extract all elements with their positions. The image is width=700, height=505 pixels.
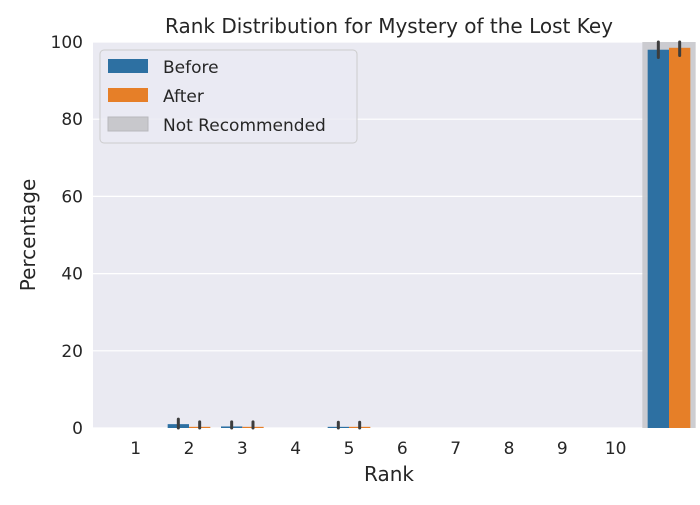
y-tick-label: 20 [61, 342, 83, 362]
x-tick-label: 5 [344, 439, 355, 459]
legend-label-not-recommended: Not Recommended [163, 116, 326, 136]
y-tick-label: 0 [72, 419, 83, 439]
chart-title: Rank Distribution for Mystery of the Los… [165, 14, 613, 38]
legend-label-after: After [163, 87, 204, 107]
y-tick-label: 100 [51, 33, 83, 53]
x-axis-label: Rank [364, 462, 414, 486]
legend-swatch-after [108, 88, 148, 102]
x-tick-label: 6 [397, 439, 408, 459]
bar-after-extra [669, 47, 691, 428]
bar-before-extra [647, 49, 669, 428]
x-tick-label: 1 [130, 439, 141, 459]
x-tick-label: 9 [557, 439, 568, 459]
x-tick-label: 7 [450, 439, 461, 459]
x-tick-label: 3 [237, 439, 248, 459]
x-axis-ticks: 1 2 3 4 5 6 7 8 9 10 [130, 439, 626, 459]
y-tick-label: 80 [61, 110, 83, 130]
legend-swatch-not-recommended [107, 116, 149, 132]
x-tick-label: 10 [605, 439, 627, 459]
legend: Before After Not Recommended [99, 49, 358, 144]
y-axis-label: Percentage [16, 179, 40, 292]
y-tick-label: 60 [61, 187, 83, 207]
legend-swatch-before [108, 59, 148, 73]
legend-frame [99, 49, 358, 144]
x-tick-label: 4 [290, 439, 301, 459]
x-tick-label: 2 [184, 439, 195, 459]
y-axis-ticks: 0 20 40 60 80 100 [51, 33, 83, 439]
y-tick-label: 40 [61, 265, 83, 285]
legend-label-before: Before [163, 58, 219, 78]
error-bars [176, 40, 682, 430]
x-tick-label: 8 [504, 439, 515, 459]
